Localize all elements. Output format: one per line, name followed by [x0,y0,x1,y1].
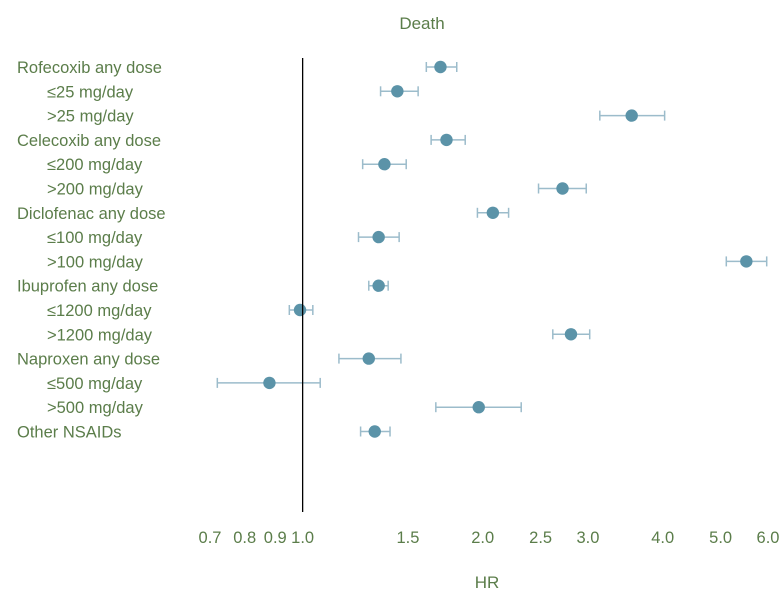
hr-point [372,279,385,292]
forest-row: ≤500 mg/day [47,375,321,393]
row-label: ≤1200 mg/day [47,302,152,320]
x-tick-label: 0.7 [199,529,222,547]
hr-point [391,85,404,98]
forest-row: ≤100 mg/day [47,229,400,247]
hr-point [472,401,485,414]
forest-row: >25 mg/day [47,108,666,126]
row-label: Diclofenac any dose [17,205,166,223]
row-label: ≤200 mg/day [47,156,143,174]
forest-row: Naproxen any dose [17,351,402,369]
x-tick-label: 0.8 [233,529,256,547]
row-label: Ibuprofen any dose [17,278,158,296]
x-tick-label: 1.0 [291,529,314,547]
hr-point [564,328,578,341]
hr-point [625,109,638,122]
x-tick-label: 2.5 [529,529,552,547]
forest-row: >100 mg/day [47,253,768,271]
x-tick-label: 6.0 [757,529,780,547]
x-tick-label: 2.0 [471,529,494,547]
forest-row: >500 mg/day [47,399,522,417]
hr-point [378,158,391,171]
forest-row: >200 mg/day [47,181,587,199]
hr-point [362,352,375,365]
forest-row: Other NSAIDs [17,424,391,442]
row-label: Other NSAIDs [17,424,122,442]
x-tick-label: 5.0 [709,529,732,547]
row-label: >1200 mg/day [47,326,153,344]
row-label: ≤100 mg/day [47,229,143,247]
hr-point [556,182,569,195]
forest-row: >1200 mg/day [47,326,591,344]
row-label: >25 mg/day [47,108,134,126]
row-label: Naproxen any dose [17,351,160,369]
x-tick-label: 1.5 [396,529,419,547]
x-axis-ticks: 0.7 0.8 0.9 1.0 1.5 2.0 2.5 3.0 4.0 5.0 6.0 [199,529,780,547]
forest-row: Ibuprofen any dose [17,278,389,296]
row-label: Celecoxib any dose [17,132,161,150]
forest-row: Diclofenac any dose [17,205,510,223]
rows-layer: Rofecoxib any dose ≤25 mg/day >25 mg/day Ce… [17,59,768,442]
row-label: >100 mg/day [47,253,144,271]
hr-point [263,376,276,390]
x-tick-label: 3.0 [577,529,600,547]
row-label: ≤500 mg/day [47,375,143,393]
hr-point [486,206,500,219]
forest-row: ≤25 mg/day [47,83,419,101]
x-tick-label: 4.0 [651,529,674,547]
hr-point [740,255,753,268]
hr-point [440,133,453,147]
row-label: >200 mg/day [47,181,144,199]
chart-title: Death [399,14,444,33]
hr-point [368,425,381,438]
row-label: ≤25 mg/day [47,83,134,101]
hr-point [372,230,385,244]
hr-point [434,60,447,74]
x-tick-label: 0.9 [264,529,287,547]
forest-row: ≤1200 mg/day [47,302,314,320]
row-label: >500 mg/day [47,399,144,417]
forest-row: Rofecoxib any dose [17,59,458,77]
x-axis-label: HR [475,573,500,591]
row-label: Rofecoxib any dose [17,59,162,77]
forest-row: ≤200 mg/day [47,156,407,174]
hr-point [293,303,307,317]
forest-row: Celecoxib any dose [17,132,466,150]
